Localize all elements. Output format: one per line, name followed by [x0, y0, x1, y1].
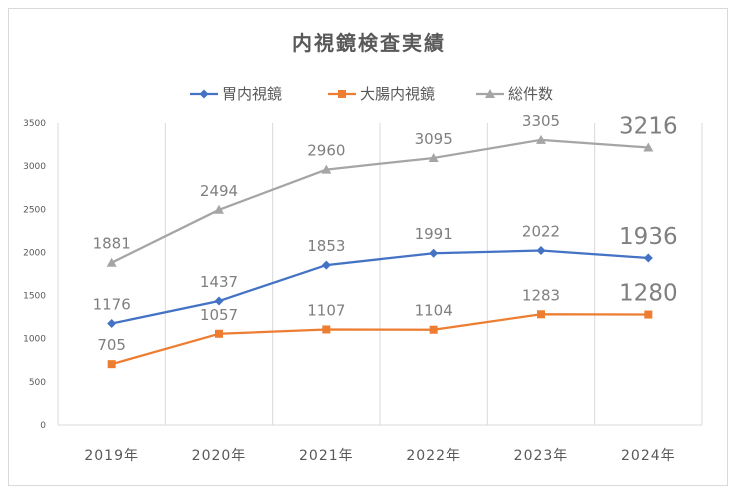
x-tick-label: 2022年 — [406, 448, 461, 464]
y-tick-label: 1000 — [23, 335, 46, 345]
marker-square — [644, 310, 653, 319]
data-label: 1176 — [93, 296, 131, 314]
chart-frame — [8, 8, 728, 486]
data-label: 1437 — [200, 273, 238, 291]
data-label: 1991 — [415, 225, 453, 243]
marker-triangle — [321, 164, 332, 174]
marker-triangle — [214, 204, 224, 214]
x-tick-label: 2019年 — [84, 448, 139, 464]
marker-triangle — [485, 89, 495, 98]
marker-diamond — [321, 260, 331, 270]
data-label: 2022 — [522, 223, 560, 241]
marker-square — [322, 325, 331, 334]
data-label: 705 — [97, 336, 126, 354]
data-label: 1107 — [307, 301, 345, 319]
y-tick-label: 3000 — [23, 162, 46, 172]
marker-diamond — [107, 319, 117, 329]
x-tick-label: 2024年 — [621, 448, 676, 464]
x-axis: 2019年 2020年 2021年 2022年 2023年 2024年 — [84, 448, 676, 464]
legend-entry-label: 胃内視鏡 — [222, 85, 282, 103]
marker-diamond — [643, 253, 653, 263]
data-label: 2494 — [200, 182, 238, 200]
data-label: 1057 — [200, 306, 238, 324]
marker-triangle — [106, 257, 117, 267]
data-label: 2960 — [307, 142, 345, 160]
marker-square — [537, 310, 545, 319]
legend-entry-label: 総件数 — [508, 85, 553, 103]
data-label: 1881 — [93, 235, 131, 253]
markers — [106, 134, 654, 369]
data-labels: 1176 1437 1853 1991 2022 1936 705 1057 1107 1104 1… — [93, 112, 678, 354]
marker-triangle — [428, 152, 439, 162]
marker-diamond — [214, 296, 224, 306]
y-tick-label: 1500 — [23, 292, 46, 302]
data-label: 1104 — [415, 302, 453, 320]
y-tick-label: 2500 — [23, 205, 46, 215]
data-label: 1280 — [619, 281, 678, 307]
data-label: 1853 — [307, 237, 345, 255]
y-tick-label: 2000 — [23, 248, 46, 258]
data-label: 3095 — [415, 130, 453, 148]
y-tick-label: 500 — [29, 378, 46, 388]
marker-square — [338, 90, 346, 98]
series-lines — [111, 138, 649, 366]
grid — [57, 123, 703, 426]
chart-title: 内視鏡検査実績 — [292, 31, 446, 55]
marker-diamond — [199, 89, 209, 99]
data-label: 1283 — [522, 286, 560, 304]
data-label: 1936 — [619, 224, 678, 250]
legend: 胃内視鏡 大腸内視鏡 総件数 — [190, 85, 553, 103]
marker-square — [429, 325, 438, 334]
y-axis: 0 500 1000 1500 2000 2500 3000 3500 — [23, 119, 46, 431]
x-tick-label: 2020年 — [192, 448, 247, 464]
marker-square — [107, 360, 116, 369]
marker-diamond — [536, 246, 546, 256]
data-label: 3305 — [522, 112, 560, 130]
series-line — [111, 138, 649, 264]
y-tick-label: 3500 — [23, 119, 46, 129]
series-line — [111, 249, 649, 325]
marker-diamond — [429, 248, 439, 258]
marker-triangle — [536, 134, 546, 144]
marker-square — [215, 329, 223, 338]
marker-triangle — [643, 142, 654, 152]
y-tick-label: 0 — [40, 421, 46, 431]
series-line — [111, 313, 649, 366]
legend-entry-label: 大腸内視鏡 — [360, 85, 435, 103]
x-tick-label: 2021年 — [299, 448, 354, 464]
data-label: 3216 — [619, 114, 678, 140]
x-tick-label: 2023年 — [514, 448, 569, 464]
